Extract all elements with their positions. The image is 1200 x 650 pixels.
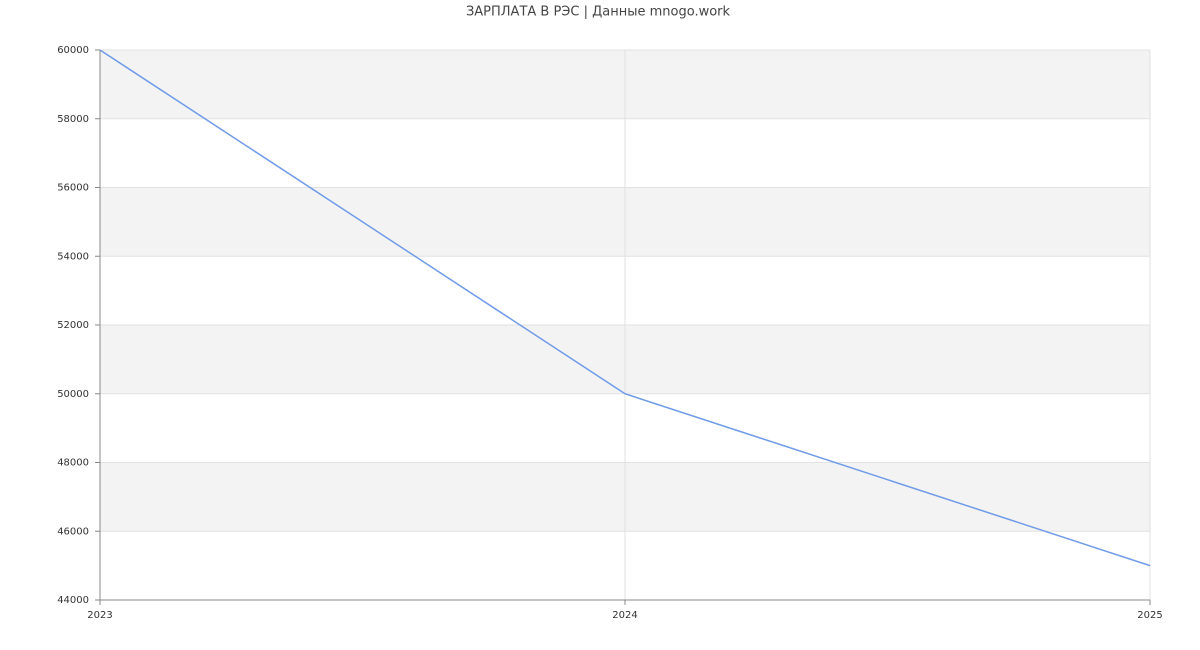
y-tick-label: 50000 bbox=[57, 389, 89, 400]
y-tick-label: 44000 bbox=[57, 595, 89, 606]
y-tick-label: 46000 bbox=[57, 526, 89, 537]
y-tick-label: 52000 bbox=[57, 320, 89, 331]
y-tick-label: 58000 bbox=[57, 114, 89, 125]
y-tick-label: 48000 bbox=[57, 458, 89, 469]
y-tick-label: 54000 bbox=[57, 251, 89, 262]
x-tick-label: 2025 bbox=[1137, 610, 1162, 621]
y-tick-label: 60000 bbox=[57, 45, 89, 56]
line bbox=[99, 49, 1151, 567]
x-tick-label: 2023 bbox=[87, 610, 112, 621]
chart-title: ЗАРПЛАТА В РЭС | Данные mnogo.work bbox=[466, 5, 731, 20]
y-tick-label: 56000 bbox=[57, 183, 89, 194]
x-tick-label: 2024 bbox=[612, 610, 637, 621]
